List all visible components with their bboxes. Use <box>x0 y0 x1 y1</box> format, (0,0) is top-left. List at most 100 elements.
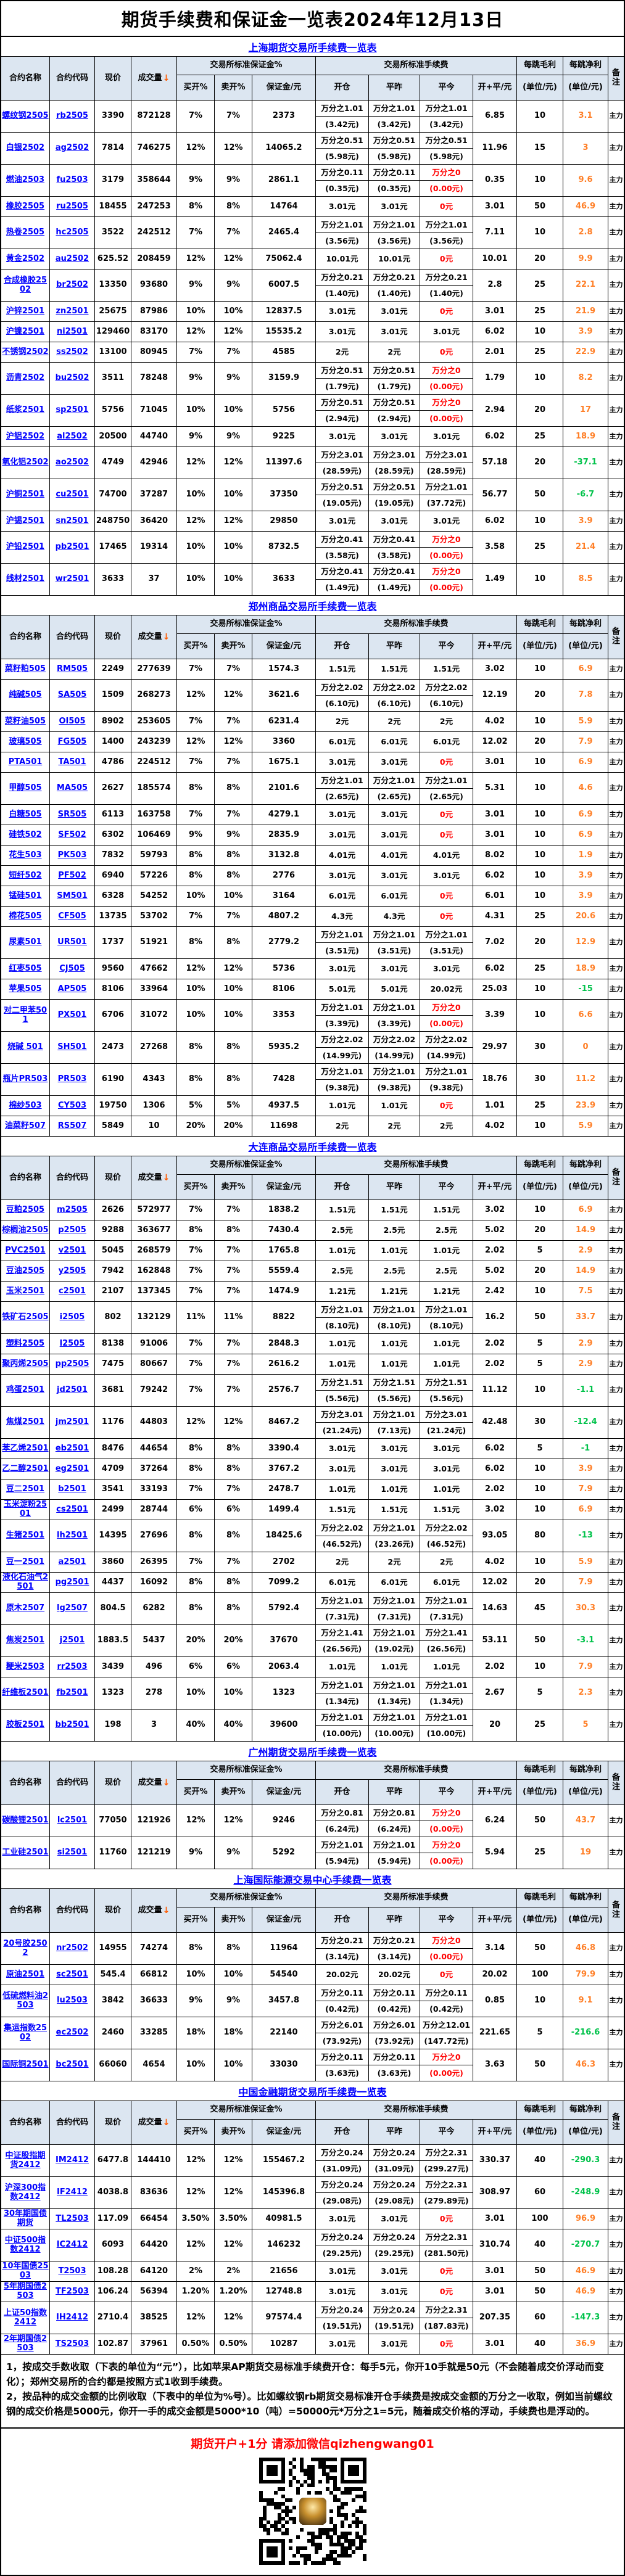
contract-code-link[interactable]: FG505 <box>50 732 95 752</box>
contract-code-link[interactable]: pg2501 <box>50 1573 95 1592</box>
contract-name-link[interactable]: 白糖505 <box>1 805 50 825</box>
contract-name-link[interactable]: 国际铜2501 <box>1 2049 50 2081</box>
contract-name-link[interactable]: 线材2501 <box>1 564 50 595</box>
contract-name-link[interactable]: 鸡蛋2501 <box>1 1375 50 1406</box>
contract-name-link[interactable]: 玉米淀粉2501 <box>1 1500 50 1520</box>
contract-name-link[interactable]: 豆油2505 <box>1 1261 50 1281</box>
contract-name-link[interactable]: 沪铅2501 <box>1 532 50 563</box>
contract-name-link[interactable]: 豆粕2505 <box>1 1200 50 1220</box>
contract-code-link[interactable]: ag2502 <box>50 133 95 164</box>
contract-name-link[interactable]: 螺纹钢2505 <box>1 101 50 132</box>
contract-name-link[interactable]: 液化石油气2501 <box>1 1573 50 1592</box>
contract-code-link[interactable]: TS2503 <box>50 2334 95 2354</box>
contract-name-link[interactable]: PVC2501 <box>1 1241 50 1261</box>
contract-code-link[interactable]: SF502 <box>50 825 95 845</box>
sort-descending-icon[interactable]: ↓ <box>162 2117 170 2128</box>
contract-name-link[interactable]: 苹果505 <box>1 979 50 999</box>
contract-name-link[interactable]: 沥青2502 <box>1 363 50 394</box>
contract-name-link[interactable]: 锰硅501 <box>1 886 50 906</box>
contract-name-link[interactable]: 短纤502 <box>1 866 50 886</box>
contract-code-link[interactable]: cs2501 <box>50 1500 95 1520</box>
contract-name-link[interactable]: 乙二醇2501 <box>1 1459 50 1479</box>
contract-code-link[interactable]: PF502 <box>50 866 95 886</box>
contract-code-link[interactable]: sn2501 <box>50 511 95 531</box>
contract-name-link[interactable]: 2年期国债2503 <box>1 2334 50 2354</box>
contract-code-link[interactable]: cu2501 <box>50 479 95 511</box>
contract-code-link[interactable]: IH2412 <box>50 2302 95 2334</box>
contract-name-link[interactable]: 焦煤2501 <box>1 1407 50 1438</box>
contract-code-link[interactable]: lu2503 <box>50 1985 95 2017</box>
contract-code-link[interactable]: SA505 <box>50 680 95 711</box>
contract-name-link[interactable]: 沪锡2501 <box>1 511 50 531</box>
section-title-link[interactable]: 郑州商品交易所手续费一览表 <box>248 600 377 612</box>
contract-name-link[interactable]: 玉米2501 <box>1 1282 50 1301</box>
contract-code-link[interactable]: j2501 <box>50 1625 95 1656</box>
contract-name-link[interactable]: 硅铁502 <box>1 825 50 845</box>
contract-code-link[interactable]: rr2503 <box>50 1657 95 1677</box>
contract-code-link[interactable]: CF505 <box>50 907 95 926</box>
contract-code-link[interactable]: au2502 <box>50 249 95 269</box>
contract-code-link[interactable]: nr2502 <box>50 1933 95 1964</box>
contract-code-link[interactable]: hc2505 <box>50 217 95 249</box>
contract-name-link[interactable]: 30年期国债期货 <box>1 2209 50 2229</box>
contract-code-link[interactable]: i2505 <box>50 1302 95 1333</box>
contract-code-link[interactable]: sc2501 <box>50 1965 95 1985</box>
contract-code-link[interactable]: wr2501 <box>50 564 95 595</box>
sort-descending-icon[interactable]: ↓ <box>162 73 170 83</box>
sort-descending-icon[interactable]: ↓ <box>162 1905 170 1916</box>
contract-code-link[interactable]: zn2501 <box>50 302 95 321</box>
contract-code-link[interactable]: sp2501 <box>50 395 95 426</box>
contract-name-link[interactable]: 沪深300指数2412 <box>1 2177 50 2208</box>
contract-name-link[interactable]: PTA501 <box>1 752 50 772</box>
contract-code-link[interactable]: pb2501 <box>50 532 95 563</box>
contract-code-link[interactable]: pp2505 <box>50 1354 95 1374</box>
contract-name-link[interactable]: 氧化铝2502 <box>1 447 50 479</box>
contract-name-link[interactable]: 红枣505 <box>1 959 50 979</box>
contract-code-link[interactable]: IF2412 <box>50 2177 95 2208</box>
contract-name-link[interactable]: 低硫燃料油2503 <box>1 1985 50 2017</box>
contract-code-link[interactable]: lh2501 <box>50 1520 95 1552</box>
contract-name-link[interactable]: 豆二2501 <box>1 1479 50 1499</box>
contract-code-link[interactable]: TL2503 <box>50 2209 95 2229</box>
contract-code-link[interactable]: fu2503 <box>50 165 95 196</box>
contract-code-link[interactable]: p2505 <box>50 1220 95 1240</box>
contract-code-link[interactable]: ao2502 <box>50 447 95 479</box>
contract-name-link[interactable]: 黄金2502 <box>1 249 50 269</box>
section-title-link[interactable]: 上海期货交易所手续费一览表 <box>248 41 377 54</box>
contract-code-link[interactable]: ni2501 <box>50 322 95 342</box>
contract-name-link[interactable]: 上证50指数2412 <box>1 2302 50 2334</box>
contract-name-link[interactable]: 10年国债2503 <box>1 2261 50 2281</box>
contract-name-link[interactable]: 5年期国债2503 <box>1 2282 50 2302</box>
section-title-link[interactable]: 大连商品交易所手续费一览表 <box>248 1141 377 1153</box>
contract-name-link[interactable]: 沪铜2501 <box>1 479 50 511</box>
contract-name-link[interactable]: 油菜籽507 <box>1 1116 50 1136</box>
contract-name-link[interactable]: 聚丙烯2505 <box>1 1354 50 1374</box>
contract-name-link[interactable]: 沪铝2502 <box>1 427 50 446</box>
contract-name-link[interactable]: 纸浆2501 <box>1 395 50 426</box>
contract-name-link[interactable]: 工业硅2501 <box>1 1837 50 1869</box>
contract-code-link[interactable]: TA501 <box>50 752 95 772</box>
contract-code-link[interactable]: ss2502 <box>50 342 95 362</box>
contract-name-link[interactable]: 瓶片PR503 <box>1 1064 50 1095</box>
contract-code-link[interactable]: bu2502 <box>50 363 95 394</box>
contract-code-link[interactable]: SM501 <box>50 886 95 906</box>
contract-name-link[interactable]: 胶板2501 <box>1 1710 50 1741</box>
contract-code-link[interactable]: lc2501 <box>50 1805 95 1837</box>
contract-code-link[interactable]: rb2505 <box>50 101 95 132</box>
contract-code-link[interactable]: br2502 <box>50 270 95 301</box>
contract-name-link[interactable]: 焦炭2501 <box>1 1625 50 1656</box>
contract-name-link[interactable]: 尿素501 <box>1 927 50 958</box>
contract-name-link[interactable]: 苯乙烯2501 <box>1 1439 50 1459</box>
contract-code-link[interactable]: al2502 <box>50 427 95 446</box>
contract-code-link[interactable]: TF2503 <box>50 2282 95 2302</box>
contract-name-link[interactable]: 中证500指数2412 <box>1 2229 50 2261</box>
contract-code-link[interactable]: si2501 <box>50 1837 95 1869</box>
contract-name-link[interactable]: 粳米2503 <box>1 1657 50 1677</box>
contract-code-link[interactable]: eg2501 <box>50 1459 95 1479</box>
contract-name-link[interactable]: 沪锌2501 <box>1 302 50 321</box>
contract-code-link[interactable]: a2501 <box>50 1552 95 1572</box>
contract-name-link[interactable]: 原木2507 <box>1 1593 50 1624</box>
contract-code-link[interactable]: jm2501 <box>50 1407 95 1438</box>
contract-code-link[interactable]: l2505 <box>50 1334 95 1354</box>
contract-code-link[interactable]: T2503 <box>50 2261 95 2281</box>
